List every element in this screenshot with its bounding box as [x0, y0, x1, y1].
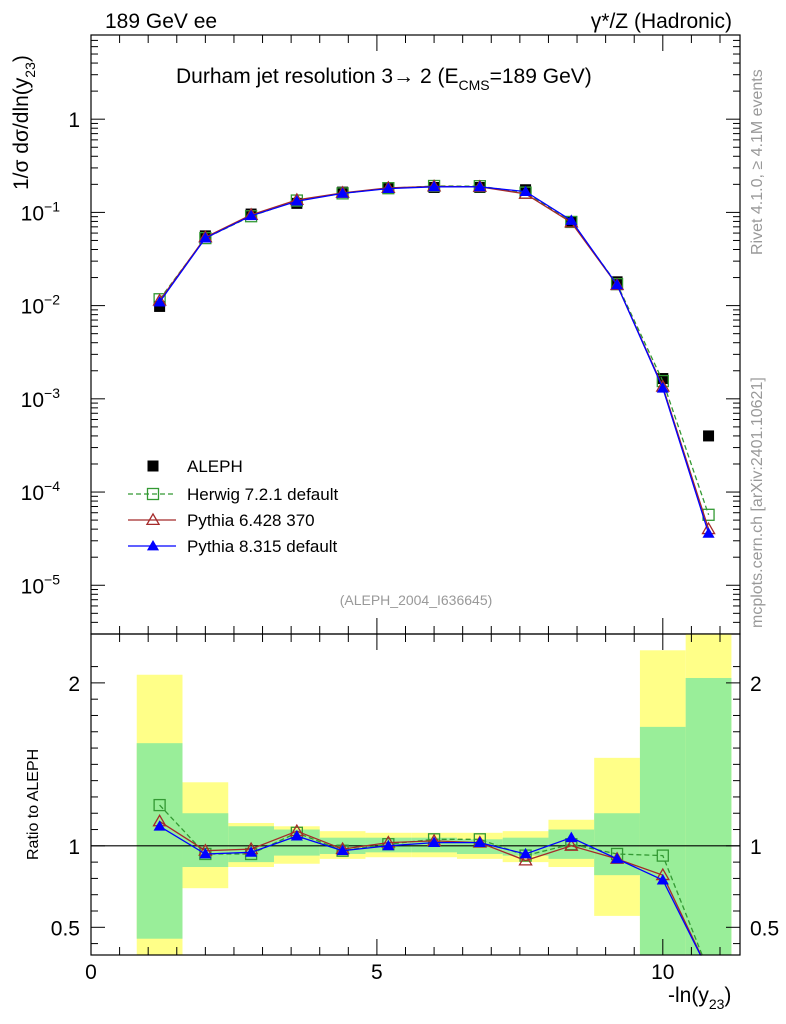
legend-marker-herwig-7-2-1-default	[146, 487, 160, 501]
data-point-pythia-8-315-default	[290, 195, 303, 206]
y-tick-label: 10−3	[21, 385, 61, 412]
header-process-label: γ*/Z (Hadronic)	[591, 10, 732, 33]
y-tick-label-base: 10	[21, 202, 44, 225]
y-tick-label-exp: −3	[44, 385, 60, 401]
x-tick-label: 10	[651, 961, 674, 984]
main-series-layer	[152, 179, 716, 538]
ratio-tick-label-left: 1	[68, 836, 80, 859]
legend-marker-aleph	[147, 460, 159, 472]
ratio-series-layer	[91, 798, 740, 1016]
ratio-point-pythia-8-315-default	[428, 836, 441, 847]
data-point-pythia-8-315-default	[428, 180, 441, 192]
data-point-pythia-8-315-default	[565, 214, 578, 225]
mcplots-reference-label: mcplots.cern.ch [arXiv:2401.10621]	[749, 377, 766, 628]
y-tick-label: 10−2	[21, 292, 61, 319]
y-tick-label: 10−4	[21, 478, 61, 505]
rivet-version-label: Rivet 4.1.0, ≥ 4.1M events	[749, 69, 766, 255]
data-point-pythia-8-315-default	[382, 182, 395, 194]
plot-title: Durham jet resolution 3→ 2 (ECMS=189 GeV…	[176, 65, 592, 93]
legend: ALEPH Herwig 7.2.1 default Pythia 6.428 37…	[128, 457, 338, 556]
ratio-axis-label: Ratio to ALEPH	[25, 749, 42, 860]
data-point-aleph	[657, 373, 669, 385]
legend-marker-pythia-8-315-default	[146, 539, 160, 551]
ratio-band-inner	[639, 726, 686, 955]
legend-label-pythia-8-315-default: Pythia 8.315 default	[187, 537, 338, 556]
ratio-clip-cover	[91, 955, 740, 1016]
ratio-panel: 0.5 0.5 1 1 2 2 0 5 10	[51, 633, 779, 984]
ratio-frame	[90, 633, 741, 956]
y-tick-label-base: 10	[21, 482, 44, 505]
ratio-tick-label-right: 0.5	[750, 917, 779, 940]
data-point-pythia-8-315-default	[153, 296, 166, 307]
data-point-pythia-8-315-default	[199, 232, 212, 243]
main-panel: 10−510−410−310−210−11	[21, 34, 741, 635]
y-tick-label-exp: −1	[44, 198, 60, 214]
ratio-point-pythia-8-315-default	[519, 847, 532, 859]
header-energy-label: 189 GeV ee	[105, 10, 217, 33]
ratio-band-inner	[136, 743, 183, 939]
ratio-band-inner	[685, 677, 732, 955]
ratio-point-pythia-6-428-370	[564, 838, 579, 851]
ratio-point-pythia-8-315-default	[611, 852, 624, 864]
y-tick-label: 1	[68, 109, 80, 132]
y-tick-label-exp: −4	[44, 478, 60, 494]
ratio-tick-label-right: 2	[750, 673, 762, 696]
data-point-pythia-8-315-default	[473, 180, 486, 192]
legend-label-herwig-7-2-1-default: Herwig 7.2.1 default	[187, 485, 338, 504]
ratio-tick-label-right: 1	[750, 836, 762, 859]
data-point-pythia-8-315-default	[336, 187, 349, 198]
y-tick-label-exp: −2	[44, 292, 60, 308]
data-point-pythia-8-315-default	[702, 527, 715, 538]
series-line-pythia-6-428-370	[159, 185, 710, 530]
ratio-point-pythia-8-315-default	[336, 844, 349, 856]
ratio-tick-label-left: 2	[68, 673, 80, 696]
y-tick-label-base: 10	[21, 296, 44, 319]
series-line-pythia-8-315-default	[159, 186, 710, 534]
ratio-point-pythia-8-315-default	[382, 839, 395, 851]
data-point-aleph	[703, 430, 715, 442]
data-point-pythia-8-315-default	[611, 278, 624, 290]
data-point-pythia-8-315-default	[519, 185, 532, 197]
ratio-point-pythia-8-315-default	[199, 847, 212, 859]
ratio-point-pythia-8-315-default	[656, 873, 669, 885]
x-tick-label: 0	[85, 961, 97, 984]
legend-label-aleph: ALEPH	[187, 457, 243, 476]
ratio-point-pythia-8-315-default	[153, 820, 166, 831]
ratio-point-herwig-7-2-1-default	[153, 798, 166, 812]
y-tick-label-base: 10	[21, 575, 44, 598]
ratio-uncertainty-bands	[136, 634, 732, 955]
y-tick-label-exp: −5	[44, 571, 60, 587]
legend-marker-pythia-6-428-370	[145, 512, 161, 526]
ratio-point-pythia-8-315-default	[565, 831, 578, 843]
ratio-point-herwig-7-2-1-default	[656, 849, 669, 862]
x-tick-label: 5	[371, 961, 383, 984]
y-tick-label: 10−5	[21, 571, 61, 598]
y-tick-label-base: 10	[21, 389, 44, 412]
ratio-point-pythia-8-315-default	[290, 830, 303, 841]
analysis-id-label: (ALEPH_2004_I636645)	[340, 592, 493, 608]
x-axis-label: -ln(y23)	[668, 984, 731, 1012]
legend-label-pythia-6-428-370: Pythia 6.428 370	[187, 511, 315, 530]
y-axis-label: 1/σ dσ/dln(y23)	[10, 55, 38, 190]
data-point-pythia-8-315-default	[656, 382, 669, 393]
ratio-tick-label-left: 0.5	[51, 917, 80, 940]
y-tick-label: 10−1	[21, 198, 61, 225]
ratio-point-pythia-6-428-370	[518, 853, 533, 866]
data-point-pythia-8-315-default	[245, 209, 258, 221]
ratio-point-pythia-8-315-default	[473, 836, 486, 847]
ratio-point-pythia-8-315-default	[245, 846, 258, 857]
